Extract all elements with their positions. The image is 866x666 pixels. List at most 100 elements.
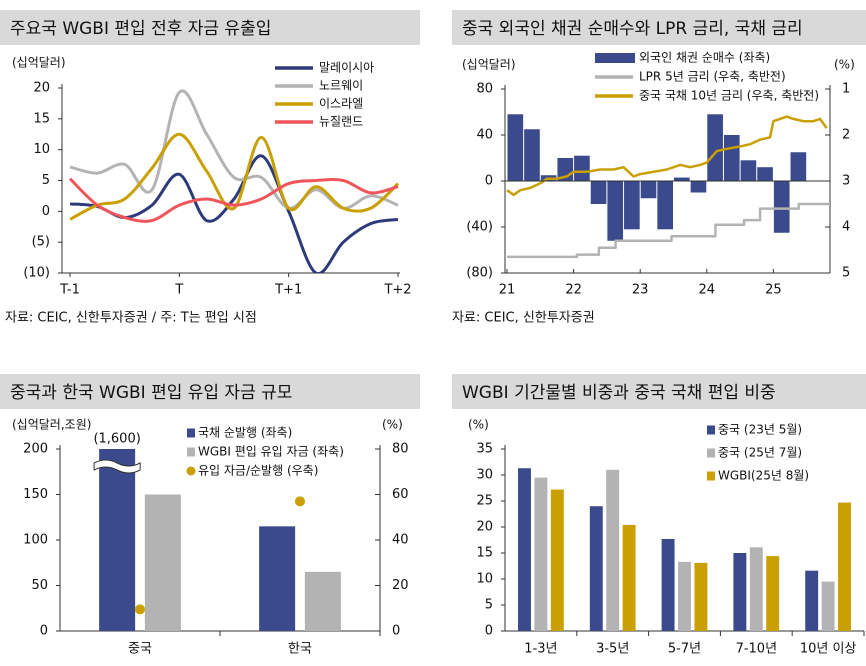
legend-label: 이스라엘	[319, 97, 363, 111]
x-tick-label: 3-5년	[596, 642, 629, 657]
bar	[606, 469, 620, 631]
title-bar	[0, 10, 420, 45]
y-axis-unit: (십억달러,조원)	[12, 418, 91, 432]
legend-label: 국채 순발행 (좌축)	[198, 425, 292, 440]
chart-panel: 중국과 한국 WGBI 편입 유입 자금 규모 (십억달러,조원) (%) 0 50 10…	[0, 374, 420, 657]
y-tick-label: 30	[476, 468, 493, 483]
bar	[766, 556, 780, 631]
bar	[524, 129, 540, 181]
legend-label: LPR 5년 금리 (우축, 축반전)	[639, 70, 786, 84]
bar	[624, 181, 640, 230]
y-tick-label: 10	[33, 142, 50, 157]
y-tick-label: 80	[476, 82, 493, 97]
title-bar	[452, 10, 866, 45]
x-tick-label: 중국	[128, 642, 152, 657]
legend-label: 말레이시아	[319, 61, 374, 75]
chart-title: 중국 외국인 채권 순매수와 LPR 금리, 국채 금리	[462, 19, 803, 39]
legend-label: 유입 자금/순발행 (우축)	[198, 463, 318, 478]
chart-title: 중국과 한국 WGBI 편입 유입 자금 규모	[10, 383, 292, 403]
y-axis-unit: (%)	[468, 418, 489, 432]
series-line	[68, 177, 399, 223]
y2-tick-label: 4	[842, 220, 850, 235]
y-tick-label: 40	[476, 128, 493, 143]
y2-tick-label: 0	[392, 624, 400, 639]
bar	[733, 553, 747, 631]
x-tick-label: 7-10년	[736, 642, 777, 657]
x-tick-label: T+2	[383, 283, 411, 298]
y-tick-label: 10	[476, 572, 493, 587]
dot	[295, 496, 305, 507]
x-tick-label: 5-7년	[668, 642, 701, 657]
y2-tick-label: 80	[392, 442, 409, 457]
bar	[740, 160, 757, 181]
y-tick-label: (5)	[32, 235, 50, 250]
y2-axis-unit: (%)	[834, 58, 855, 72]
y-tick-label: (80)	[466, 266, 493, 281]
chart-panel: WGBI 기간물별 비중과 중국 국채 편입 비중 (%) 0 5 10 15 20 25 30…	[452, 374, 866, 657]
bar	[590, 181, 607, 204]
chart-panel: 중국 외국인 채권 순매수와 LPR 금리, 국채 금리 (십억달러) (%) 자료:…	[452, 10, 866, 326]
chart-panel: 주요국 WGBI 편입 전후 자금 유출입 (십억달러) 자료: CEIC, 신한투…	[0, 10, 420, 326]
x-tick-label: 23	[632, 283, 649, 298]
y-tick-label: 0	[485, 624, 493, 639]
title-bar	[452, 374, 866, 409]
legend-label: 뉴질랜드	[319, 115, 363, 129]
x-tick-label: 24	[699, 283, 716, 298]
bar	[574, 155, 590, 181]
bar	[589, 506, 603, 631]
bar	[757, 167, 773, 181]
y2-tick-label: 3	[842, 174, 850, 189]
dot	[135, 604, 145, 615]
bar	[550, 489, 564, 631]
bar	[773, 181, 790, 233]
legend-label: 중국 (23년 5월)	[718, 423, 802, 437]
y-tick-label: 200	[23, 442, 48, 457]
y-tick-label: (10)	[23, 266, 50, 281]
y-tick-label: 50	[31, 578, 48, 593]
y-tick-label: 5	[42, 173, 50, 188]
x-tick-label: 22	[565, 283, 582, 298]
x-tick-label: 25	[765, 283, 782, 298]
y-tick-label: 5	[485, 598, 493, 613]
bar	[640, 181, 657, 199]
title-bar	[0, 374, 420, 409]
legend-label: WGBI(25년 8월)	[718, 469, 809, 483]
bar	[838, 502, 851, 631]
x-tick-label: T-1	[59, 283, 80, 298]
x-tick-label: 1-3년	[524, 642, 557, 657]
bar	[749, 547, 763, 631]
y-tick-label: 20	[476, 520, 493, 535]
series-line	[506, 115, 828, 197]
legend-label: 노르웨이	[319, 79, 363, 93]
y-axis-unit: (십억달러)	[462, 58, 516, 72]
bar	[723, 135, 740, 181]
bar	[534, 477, 548, 631]
y-tick-label: 0	[485, 174, 493, 189]
y2-tick-label: 40	[392, 533, 409, 548]
y2-tick-label: 20	[392, 578, 409, 593]
y-tick-label: 15	[476, 546, 493, 561]
bar	[678, 561, 691, 631]
y-tick-label: 150	[23, 487, 48, 502]
y-tick-label: 0	[42, 204, 50, 219]
y-tick-label: 25	[476, 494, 493, 509]
bar	[99, 449, 136, 631]
x-tick-label: 10년 이상	[800, 642, 857, 657]
legend-label: 중국 (25년 7월)	[718, 446, 802, 460]
bar	[657, 181, 673, 230]
y-tick-label: 0	[40, 624, 48, 639]
bar	[304, 571, 341, 631]
y2-axis-unit: (%)	[382, 418, 403, 432]
y-tick-label: 15	[33, 111, 50, 126]
bar	[694, 562, 708, 631]
bar	[661, 538, 675, 631]
chart-title: 주요국 WGBI 편입 전후 자금 유출입	[10, 19, 271, 39]
bar	[507, 114, 524, 181]
bar	[144, 494, 181, 631]
bar	[790, 152, 807, 181]
y-tick-label: 100	[23, 533, 48, 548]
legend-swatch	[187, 428, 195, 438]
bar	[690, 181, 707, 193]
y2-tick-label: 1	[842, 82, 850, 97]
